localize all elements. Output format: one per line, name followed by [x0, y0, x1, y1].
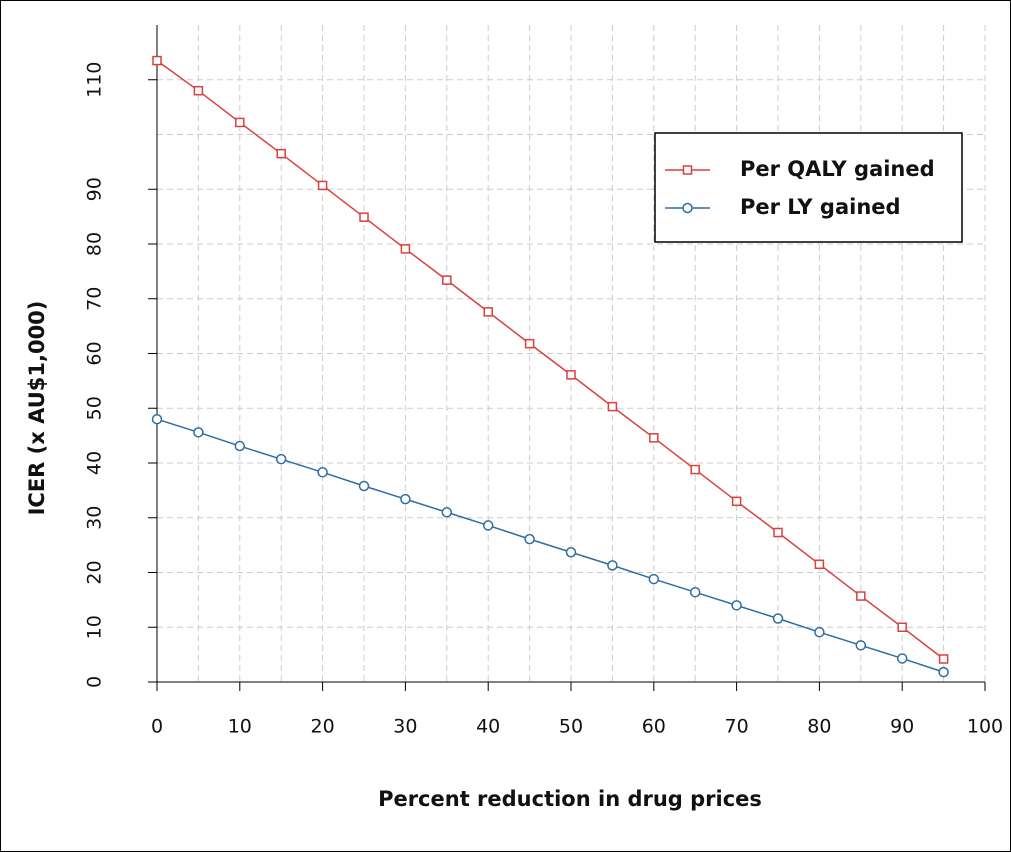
x-tick-label: 100	[967, 716, 1003, 738]
data-point	[441, 507, 453, 518]
legend-label: Per QALY gained	[740, 157, 935, 181]
data-point	[649, 433, 659, 443]
data-point	[193, 427, 204, 438]
x-tick-label: 30	[393, 716, 417, 738]
y-tick-label: 60	[84, 341, 106, 365]
x-tick-label: 50	[559, 716, 583, 738]
data-point	[524, 338, 535, 349]
data-point	[773, 527, 783, 538]
y-tick-label: 20	[84, 560, 106, 584]
data-point	[897, 622, 907, 632]
data-point	[689, 586, 701, 598]
data-point	[566, 370, 576, 380]
data-point	[855, 640, 867, 651]
series-line	[156, 418, 944, 673]
x-tick-label: 90	[890, 716, 914, 738]
data-point	[359, 212, 369, 222]
data-point	[690, 464, 700, 475]
legend-marker	[682, 165, 693, 175]
data-point	[483, 307, 493, 317]
data-point	[442, 275, 452, 285]
data-point	[648, 573, 660, 585]
data-point	[772, 613, 784, 624]
x-axis-title: Percent reduction in drug prices	[378, 787, 762, 811]
data-point	[400, 493, 411, 505]
series-line	[156, 59, 945, 660]
data-point	[938, 654, 949, 664]
x-tick-label: 60	[642, 716, 666, 738]
legend-marker	[682, 202, 693, 214]
data-point	[482, 520, 494, 531]
data-point	[607, 401, 618, 412]
data-point	[358, 480, 370, 492]
y-tick-label: 10	[84, 615, 106, 639]
x-tick-label: 40	[476, 716, 500, 738]
y-tick-label: 90	[84, 177, 106, 201]
y-tick-label: 40	[84, 451, 106, 475]
data-point	[275, 453, 287, 465]
data-point	[731, 600, 742, 611]
legend-label: Per LY gained	[740, 195, 901, 219]
x-tick-label: 20	[311, 716, 335, 738]
y-tick-label: 30	[84, 506, 106, 530]
data-point	[814, 626, 825, 638]
data-point	[607, 560, 618, 571]
y-axis-title: ICER (x AU$1,000)	[25, 301, 49, 516]
data-point	[151, 413, 163, 425]
y-tick-label: 80	[84, 232, 106, 256]
x-tick-label: 80	[807, 716, 831, 738]
data-point	[276, 148, 286, 159]
data-point	[565, 546, 577, 558]
y-tick-label: 110	[84, 62, 106, 98]
y-tick-label: 70	[84, 287, 106, 311]
data-point	[235, 117, 245, 128]
x-tick-label: 70	[725, 716, 749, 738]
data-point	[524, 533, 535, 545]
data-point	[896, 653, 908, 664]
data-point	[731, 496, 742, 507]
x-tick-label: 0	[151, 716, 163, 738]
data-point	[317, 180, 328, 191]
y-tick-label: 0	[84, 676, 106, 688]
y-tick-label: 50	[84, 396, 106, 420]
data-point	[152, 55, 162, 66]
x-tick-label: 10	[228, 716, 252, 738]
legend-box	[654, 132, 963, 243]
data-point	[317, 467, 328, 478]
data-point	[856, 591, 866, 601]
data-point	[234, 440, 246, 452]
data-point	[814, 559, 825, 570]
data-point	[400, 244, 411, 254]
data-point	[938, 666, 949, 678]
data-point	[193, 85, 204, 96]
